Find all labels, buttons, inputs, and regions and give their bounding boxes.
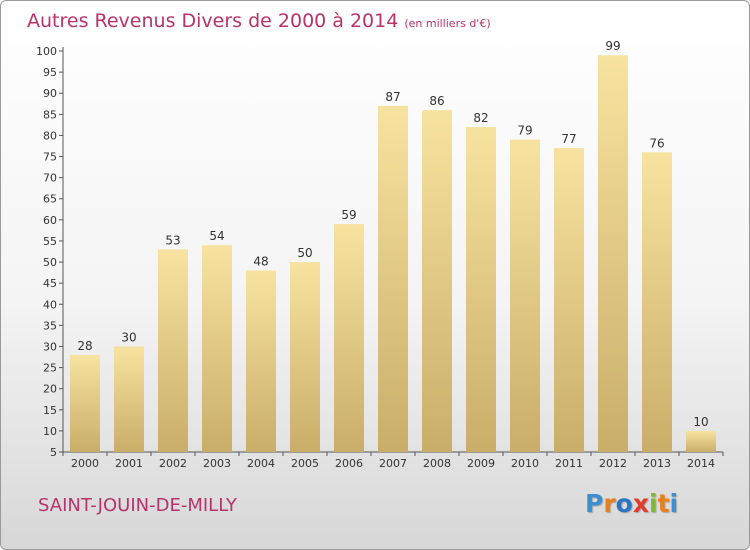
logo-letter: i [649,489,658,518]
x-tick-label: 2008 [423,457,451,470]
y-tick-label: 65 [43,193,57,206]
bars [70,55,716,453]
bar [598,55,628,452]
x-tick-label: 2005 [291,457,319,470]
y-tick-label: 25 [43,362,57,375]
x-tick-label: 2000 [71,457,99,470]
x-tick-label: 2013 [643,457,671,470]
chart-title: Autres Revenus Divers de 2000 à 2014 (en … [27,10,491,32]
data-label: 86 [429,94,444,108]
x-tick-label: 2003 [203,457,231,470]
proxiti-logo: Proxiti [585,489,678,518]
y-tick-label: 75 [43,151,57,164]
y-tick-label: 60 [43,214,57,227]
x-axis: 2000 2001 2002 2003 2004 2005 2006 2007 2008 2009… [62,451,724,470]
y-tick-label: 80 [43,129,57,142]
bar [158,249,188,452]
x-tick-label: 2009 [467,457,495,470]
logo-letter: r [603,489,616,518]
bar [554,148,584,452]
data-label: 87 [385,90,400,104]
logo-letter: P [585,489,604,518]
x-tick-label: 2001 [115,457,143,470]
data-label: 50 [297,246,312,260]
bar [378,105,408,452]
bar [290,262,320,452]
logo-letter: t [657,489,670,518]
bar [510,139,540,453]
bar [70,354,100,452]
commune-name: SAINT-JOUIN-DE-MILLY [38,495,237,516]
y-tick-label: 10 [43,425,57,438]
bar [202,245,232,452]
y-tick-label: 95 [43,66,57,79]
title-text: Autres Revenus Divers de 2000 à 2014 [27,10,399,32]
logo-letter: o [615,489,633,518]
x-tick-label: 2014 [687,457,715,470]
bar [466,126,496,453]
bar [686,430,716,452]
data-label: 76 [649,136,664,150]
data-label: 28 [77,339,92,353]
data-label: 99 [605,39,620,53]
y-tick-label: 5 [50,446,57,459]
y-tick-label: 30 [43,340,57,353]
x-tick-label: 2012 [599,457,627,470]
title-unit: (en milliers d'€) [404,17,491,30]
y-tick-label: 50 [43,256,57,269]
x-tick-label: 2011 [555,457,583,470]
y-tick-label: 35 [43,319,57,332]
y-axis: 5 10 15 20 25 30 35 40 45 50 55 60 65 70 75 80 85 90 95 100 [36,45,64,459]
data-label: 77 [561,132,576,146]
data-label: 54 [209,229,224,243]
y-tick-label: 20 [43,383,57,396]
x-tick-label: 2006 [335,457,363,470]
data-label: 82 [473,111,488,125]
logo-letter: x [632,489,649,518]
data-label: 10 [693,415,708,429]
y-tick-label: 15 [43,404,57,417]
data-label: 53 [165,233,180,247]
y-tick-label: 90 [43,87,57,100]
x-tick-label: 2007 [379,457,407,470]
y-tick-label: 55 [43,235,57,248]
y-tick-label: 100 [36,45,57,58]
data-label: 48 [253,254,268,268]
data-label: 59 [341,208,356,222]
bar [422,110,452,453]
y-tick-label: 70 [43,172,57,185]
logo-letter: i [669,489,679,518]
bar [246,270,276,452]
y-tick-label: 40 [43,298,57,311]
y-tick-label: 45 [43,277,57,290]
x-tick-label: 2002 [159,457,187,470]
bar [334,224,364,452]
x-tick-label: 2004 [247,457,275,470]
data-labels: 28 30 53 54 48 50 59 87 86 82 79 77 99 76 10 [77,39,708,429]
bar [642,152,672,452]
data-label: 79 [517,124,532,138]
bar [114,346,144,452]
x-tick-label: 2010 [511,457,539,470]
y-tick-label: 85 [43,108,57,121]
data-label: 30 [121,330,136,344]
